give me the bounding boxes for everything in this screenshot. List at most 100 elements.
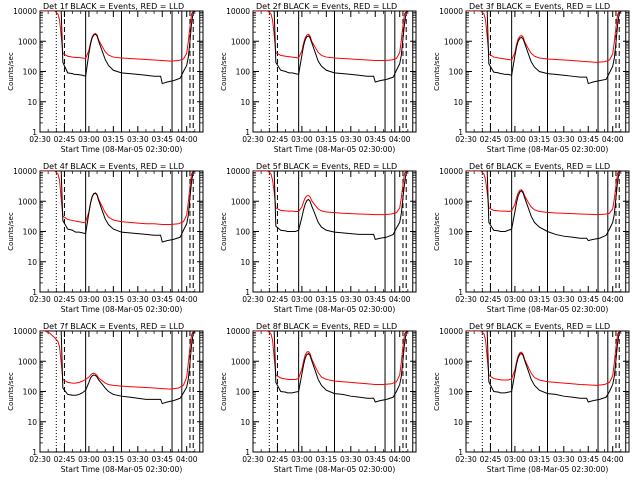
y-tick-label: 1	[32, 288, 37, 297]
x-axis-label: Start Time (08-Mar-05 02:30:00)	[487, 145, 609, 154]
panel-title: Det 1f BLACK = Events, RED = LLD	[43, 2, 184, 11]
x-tick-label: 03:30	[553, 135, 575, 144]
y-tick-label: 10000	[13, 167, 37, 176]
y-tick-label: 1000	[231, 197, 250, 206]
x-tick-label: 04:00	[176, 295, 198, 304]
x-axis-label: Start Time (08-Mar-05 02:30:00)	[487, 465, 609, 474]
panel-title: Det 6f BLACK = Events, RED = LLD	[469, 162, 610, 171]
y-tick-label: 1	[458, 288, 463, 297]
y-tick-label: 1000	[18, 357, 37, 366]
series-group	[253, 171, 410, 240]
panel-det-6: Det 6f BLACK = Events, RED = LLD 1 10 100 10…	[433, 162, 630, 314]
events-series-line	[273, 331, 410, 403]
panel-det-4: Det 4f BLACK = Events, RED = LLD 1 10 100 10…	[7, 162, 204, 314]
x-axis-label: Start Time (08-Mar-05 02:30:00)	[274, 305, 396, 314]
y-tick-label: 10000	[439, 7, 463, 16]
x-tick-label: 02:30	[29, 135, 51, 144]
y-tick-label: 1000	[231, 37, 250, 46]
y-tick-label: 100	[23, 388, 38, 397]
panel-det-7: Det 7f BLACK = Events, RED = LLD 1 10 100 10…	[7, 322, 204, 474]
x-tick-label: 02:45	[480, 295, 502, 304]
panel-title: Det 3f BLACK = Events, RED = LLD	[469, 2, 610, 11]
x-tick-label: 03:15	[529, 455, 551, 464]
series-group	[253, 331, 410, 403]
series-group	[40, 331, 197, 405]
x-axis-label: Start Time (08-Mar-05 02:30:00)	[61, 465, 183, 474]
y-tick-label: 1000	[18, 197, 37, 206]
panel-det-3: Det 3f BLACK = Events, RED = LLD 1 10 100 10…	[433, 2, 630, 154]
x-tick-label: 02:30	[242, 455, 264, 464]
y-tick-label: 10000	[226, 327, 250, 336]
x-tick-label: 02:30	[455, 455, 477, 464]
x-tick-label: 02:30	[29, 455, 51, 464]
x-tick-label: 03:15	[103, 455, 125, 464]
y-tick-label: 10	[240, 418, 250, 427]
x-tick-label: 03:30	[340, 295, 362, 304]
x-tick-label: 03:00	[78, 135, 100, 144]
y-tick-label: 100	[449, 388, 464, 397]
y-tick-label: 100	[23, 68, 38, 77]
y-tick-label: 1	[458, 128, 463, 137]
x-tick-label: 02:30	[455, 135, 477, 144]
x-tick-label: 03:15	[529, 135, 551, 144]
series-group	[253, 11, 410, 83]
series-group	[40, 11, 197, 85]
series-group	[40, 171, 197, 243]
x-tick-label: 03:45	[151, 455, 173, 464]
x-tick-label: 03:30	[553, 455, 575, 464]
panel-title: Det 5f BLACK = Events, RED = LLD	[256, 162, 397, 171]
y-tick-label: 10	[27, 258, 37, 267]
y-tick-label: 1000	[18, 37, 37, 46]
y-axis-label: Counts/sec	[220, 52, 228, 91]
y-tick-label: 1000	[444, 37, 463, 46]
y-axis-label: Counts/sec	[433, 372, 441, 411]
x-tick-label: 02:45	[480, 135, 502, 144]
events-series-line	[60, 171, 197, 243]
events-series-line	[60, 11, 197, 85]
x-tick-label: 03:45	[364, 455, 386, 464]
x-tick-label: 03:45	[364, 295, 386, 304]
panel-title: Det 2f BLACK = Events, RED = LLD	[256, 2, 397, 11]
panel-title: Det 7f BLACK = Events, RED = LLD	[43, 322, 184, 331]
x-tick-label: 04:00	[176, 135, 198, 144]
x-axis-label: Start Time (08-Mar-05 02:30:00)	[274, 145, 396, 154]
x-tick-label: 03:00	[78, 295, 100, 304]
x-axis-label: Start Time (08-Mar-05 02:30:00)	[61, 145, 183, 154]
events-series-line	[273, 11, 410, 83]
y-tick-label: 1000	[444, 357, 463, 366]
y-axis-label: Counts/sec	[433, 52, 441, 91]
x-tick-label: 03:45	[364, 135, 386, 144]
y-axis-label: Counts/sec	[433, 212, 441, 251]
y-tick-label: 1	[32, 128, 37, 137]
x-tick-label: 02:30	[29, 295, 51, 304]
x-tick-label: 03:45	[151, 135, 173, 144]
y-tick-label: 100	[449, 228, 464, 237]
x-tick-label: 03:30	[553, 295, 575, 304]
y-tick-label: 1	[458, 448, 463, 457]
y-tick-label: 10	[453, 258, 463, 267]
x-tick-label: 02:45	[54, 455, 76, 464]
y-tick-label: 10	[453, 418, 463, 427]
x-tick-label: 03:00	[504, 455, 526, 464]
y-tick-label: 10	[453, 98, 463, 107]
y-tick-label: 100	[236, 388, 251, 397]
series-group	[466, 11, 623, 85]
y-tick-label: 1	[32, 448, 37, 457]
x-tick-label: 03:00	[504, 295, 526, 304]
panel-det-1: Det 1f BLACK = Events, RED = LLD 1 10 100 10…	[7, 2, 204, 154]
x-tick-label: 04:00	[389, 295, 411, 304]
events-series-line	[486, 11, 623, 85]
x-tick-label: 02:45	[480, 455, 502, 464]
panel-title: Det 8f BLACK = Events, RED = LLD	[256, 322, 397, 331]
y-tick-label: 100	[449, 68, 464, 77]
x-tick-label: 03:00	[291, 135, 313, 144]
x-tick-label: 03:15	[316, 455, 338, 464]
x-tick-label: 03:15	[529, 295, 551, 304]
y-tick-label: 10000	[439, 327, 463, 336]
x-tick-label: 02:30	[242, 135, 264, 144]
x-tick-label: 03:00	[78, 455, 100, 464]
events-series-line	[486, 331, 623, 403]
x-tick-label: 02:45	[267, 295, 289, 304]
y-tick-label: 10	[240, 98, 250, 107]
y-tick-label: 1	[245, 288, 250, 297]
